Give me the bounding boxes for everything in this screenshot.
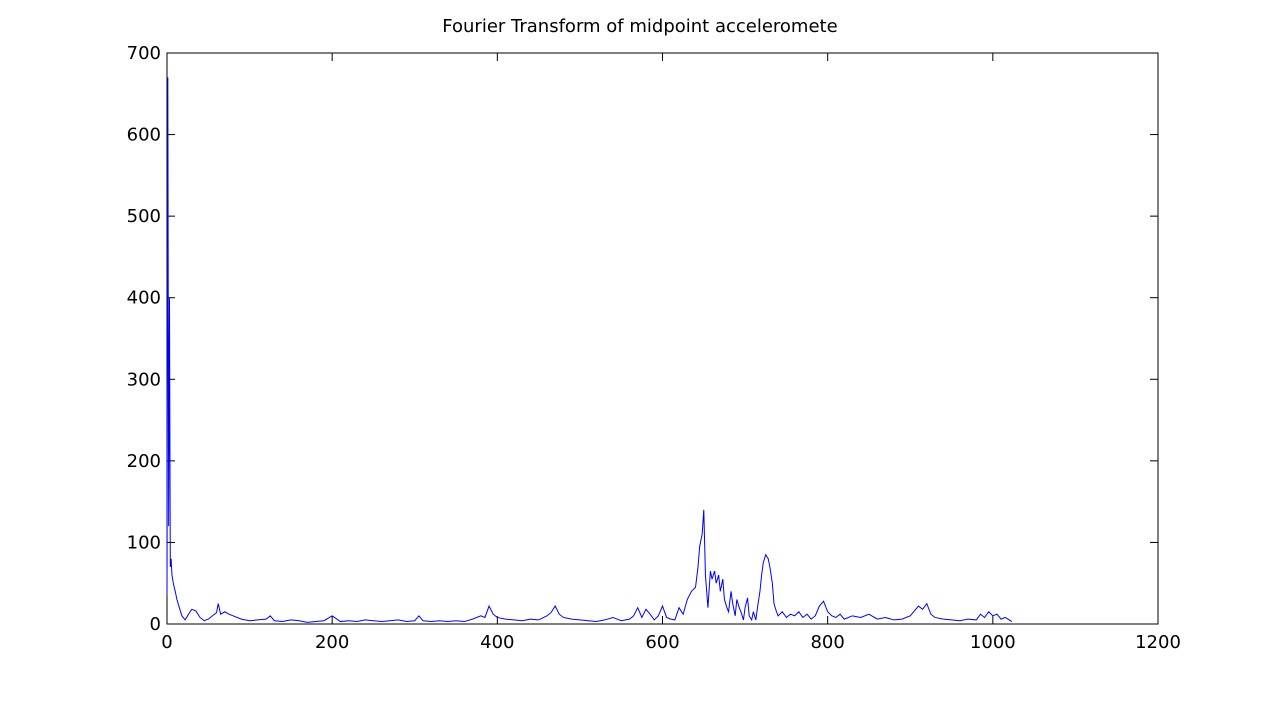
y-tick-label: 600 xyxy=(127,125,161,146)
x-tick-label: 1000 xyxy=(970,632,1016,653)
y-tick-label: 700 xyxy=(127,43,161,64)
x-tick-label: 400 xyxy=(480,632,514,653)
x-tick-label: 800 xyxy=(810,632,844,653)
axes-box xyxy=(166,52,1159,625)
y-tick-label: 300 xyxy=(127,369,161,390)
y-tick-label: 0 xyxy=(150,614,161,635)
axis-ticks xyxy=(166,52,1159,625)
y-tick-label: 400 xyxy=(127,288,161,309)
y-tick-labels: 0 100 200 300 400 500 600 700 xyxy=(127,43,161,635)
x-tick-label: 1200 xyxy=(1135,632,1181,653)
x-tick-labels: 0 200 400 600 800 1000 1200 xyxy=(161,632,1181,653)
x-tick-label: 200 xyxy=(315,632,349,653)
y-tick-label: 200 xyxy=(127,451,161,472)
x-tick-label: 600 xyxy=(645,632,679,653)
y-tick-label: 500 xyxy=(127,206,161,227)
series-line xyxy=(166,77,1013,623)
chart-title: Fourier Transform of midpoint accelerome… xyxy=(442,16,838,37)
y-tick-label: 100 xyxy=(127,532,161,553)
x-tick-label: 0 xyxy=(161,632,172,653)
